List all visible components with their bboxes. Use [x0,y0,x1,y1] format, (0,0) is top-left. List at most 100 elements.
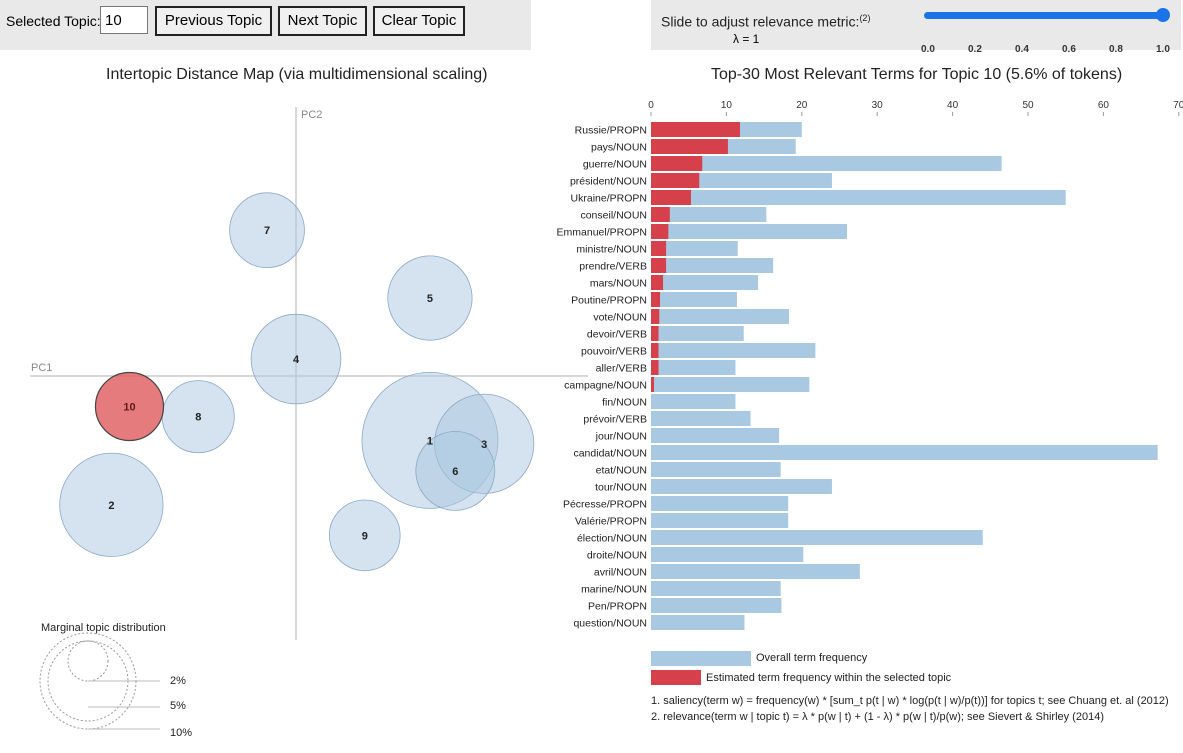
term-bar-chart: 0 10 20 30 40 50 60 70 Russie/PROPN pays/NOUN gue… [557,100,1183,723]
term-label[interactable]: pays/NOUN [591,142,647,154]
term-topic-bar [651,190,691,205]
term-topic-bar [651,156,703,171]
bar-rows: Russie/PROPN pays/NOUN guerre/NOUN présiden… [557,122,1158,630]
topic-circle-10[interactable] [94,371,165,442]
topic-circle-7[interactable] [229,192,305,269]
term-topic-bar [651,224,669,239]
topic-circle-9[interactable] [329,499,401,572]
term-overall-bar [651,326,744,341]
axis-tick-label: 40 [947,100,959,111]
pc2-label: PC2 [301,109,322,121]
topic-label-6: 6 [452,466,458,478]
term-label[interactable]: vote/NOUN [593,312,647,324]
term-label[interactable]: devoir/VERB [587,329,647,341]
selected-topic-input[interactable] [100,6,148,34]
footnote-saliency: 1. saliency(term w) = frequency(w) * [su… [651,695,1169,707]
marginal-label-2: 2% [170,675,186,687]
term-label[interactable]: pouvoir/VERB [581,346,647,358]
term-label[interactable]: jour/NOUN [595,431,647,443]
topic-label-3: 3 [481,439,487,451]
term-overall-bar [651,292,737,307]
topic-label-1: 1 [427,435,433,447]
term-label[interactable]: conseil/NOUN [580,210,647,222]
term-overall-bar [651,564,860,579]
pc1-label: PC1 [31,362,52,374]
term-label[interactable]: élection/NOUN [577,533,647,545]
axis-tick-label: 70 [1173,100,1183,111]
term-label[interactable]: candidat/NOUN [573,448,647,460]
term-label[interactable]: tour/NOUN [595,482,647,494]
topic-circle-5[interactable] [387,255,473,341]
topic-label-10: 10 [123,402,135,414]
term-topic-bar [651,122,740,137]
topic-controls-bar: Selected Topic: Previous Topic Next Topi… [0,0,531,50]
axis-tick-label: 10 [721,100,733,111]
next-topic-button[interactable]: Next Topic [278,6,367,36]
term-label[interactable]: Valérie/PROPN [575,516,647,528]
term-label[interactable]: etat/NOUN [596,465,647,477]
topic-circle-4[interactable] [250,313,342,405]
term-overall-bar [651,462,781,477]
marginal-circle-small [67,640,109,682]
topic-label-4: 4 [293,354,300,366]
term-label[interactable]: guerre/NOUN [583,159,647,171]
term-label[interactable]: droite/NOUN [587,550,647,562]
marginal-label-5: 5% [170,700,186,712]
term-overall-bar [651,275,759,290]
term-label[interactable]: fin/NOUN [602,397,647,409]
bar-x-axis: 0 10 20 30 40 50 60 70 [648,100,1183,116]
map-title: Intertopic Distance Map (via multidimens… [106,66,488,83]
term-label[interactable]: campagne/NOUN [564,380,647,392]
term-label[interactable]: prévoir/VERB [583,414,647,426]
topic-label-8: 8 [195,412,201,424]
term-overall-bar [651,309,789,324]
term-label[interactable]: avril/NOUN [594,567,647,579]
clear-topic-button[interactable]: Clear Topic [373,6,465,36]
topic-circle-6[interactable] [415,431,496,511]
axis-tick-label: 20 [796,100,808,111]
term-label[interactable]: Pen/PROPN [588,601,647,613]
topic-circle-2[interactable] [59,452,164,557]
slider-footnote-ref: (2) [859,13,871,23]
lambda-value: λ = 1 [733,32,760,46]
slider-tick-label: 0.8 [1109,44,1123,55]
term-topic-bar [651,326,659,341]
term-label[interactable]: marine/NOUN [581,584,647,596]
topic-circles: 1 2 3 4 5 6 7 8 9 10 [59,192,535,572]
term-topic-bar [651,207,670,222]
axis-tick-label: 0 [648,100,654,111]
term-label[interactable]: Emmanuel/PROPN [557,227,647,239]
relevance-slider-bar [651,0,1181,50]
slider-tick-label: 0.2 [968,44,982,55]
term-label[interactable]: prendre/VERB [579,261,647,273]
relevance-slider-track[interactable] [924,12,1164,19]
term-overall-bar [651,479,832,494]
term-label[interactable]: aller/VERB [596,363,647,375]
term-overall-bar [651,411,751,426]
term-overall-bar [651,615,745,630]
relevance-slider-thumb[interactable] [1156,8,1170,22]
legend-topic-swatch [651,670,701,685]
slider-tick-label: 0.6 [1062,44,1076,55]
term-label[interactable]: ministre/NOUN [576,244,647,256]
term-label[interactable]: Poutine/PROPN [571,295,647,307]
term-overall-bar [651,343,816,358]
term-overall-bar [651,377,810,392]
term-label[interactable]: mars/NOUN [590,278,647,290]
axis-tick-label: 30 [872,100,884,111]
term-overall-bar [651,513,789,528]
legend-overall-label: Overall term frequency [756,652,868,664]
footnote-relevance: 2. relevance(term w | topic t) = λ * p(w… [651,711,1104,723]
term-label[interactable]: président/NOUN [570,176,647,188]
term-topic-bar [651,377,655,392]
term-label[interactable]: question/NOUN [573,618,647,630]
term-label[interactable]: Russie/PROPN [575,125,647,137]
term-label[interactable]: Pécresse/PROPN [563,499,647,511]
term-overall-bar [651,581,781,596]
intertopic-distance-map: PC2 PC1 1 2 3 4 5 6 7 8 9 10 Marginal topic distr… [30,107,588,739]
axis-tick-label: 50 [1022,100,1034,111]
term-overall-bar [651,241,738,256]
previous-topic-button[interactable]: Previous Topic [155,6,272,36]
term-label[interactable]: Ukraine/PROPN [571,193,647,205]
term-topic-bar [651,258,667,273]
